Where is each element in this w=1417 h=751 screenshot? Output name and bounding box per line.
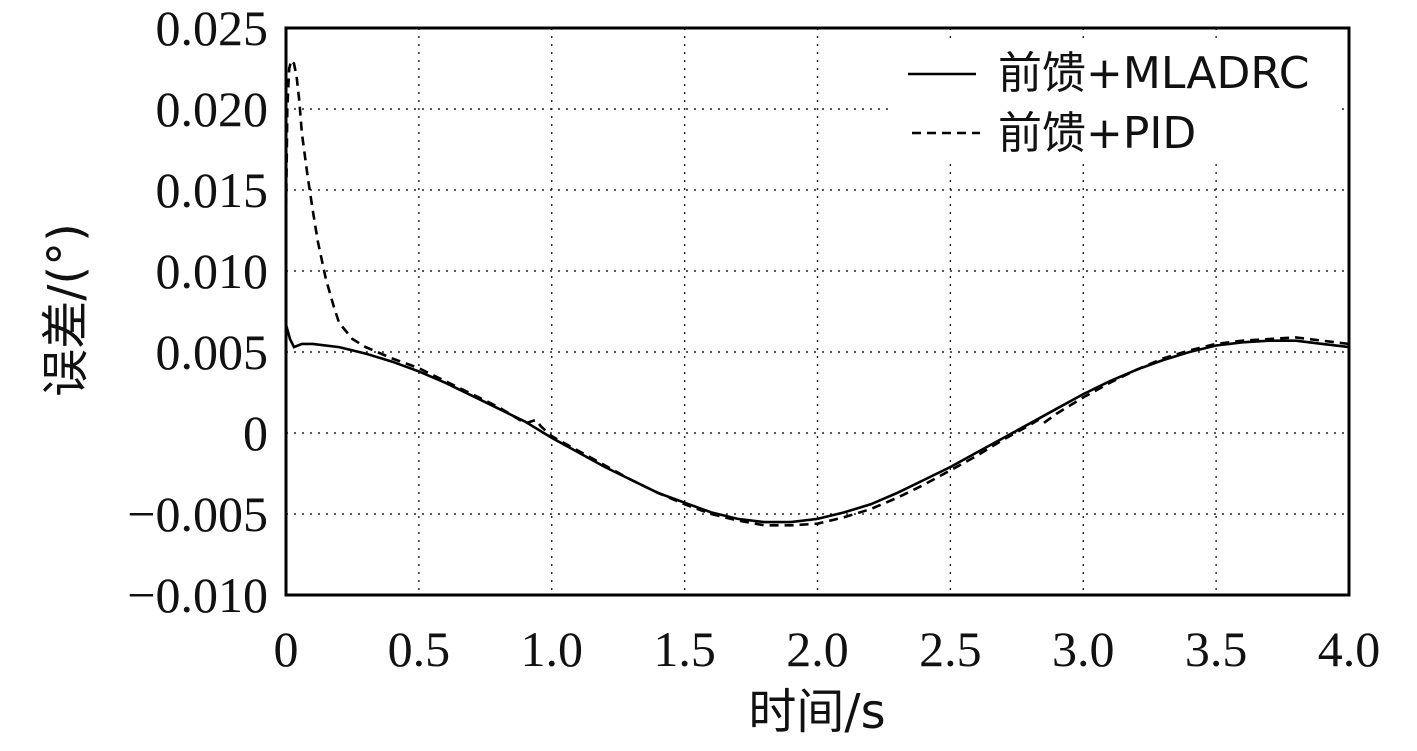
y-tick-label: −0.005 [127, 486, 268, 542]
x-tick-label: 4.0 [1318, 621, 1381, 677]
x-tick-label: 3.0 [1052, 621, 1115, 677]
y-tick-label: 0.015 [156, 162, 269, 218]
x-tick-label: 0.5 [388, 621, 451, 677]
y-tick-label: 0.025 [156, 0, 269, 56]
legend-label-mladrc: 前馈+MLADRC [998, 48, 1309, 99]
x-tick-label: 0 [274, 621, 299, 677]
plot-frame [284, 26, 1351, 597]
y-tick-label: −0.010 [127, 567, 268, 623]
y-tick-label: 0.020 [156, 81, 269, 137]
plot-series [284, 57, 1350, 527]
legend-label-pid: 前馈+PID [998, 108, 1196, 159]
y-tick-labels: −0.010 −0.005 0 0.005 0.010 0.015 0.020 0.025 [127, 0, 268, 623]
y-axis-label: 误差/(°) [38, 223, 94, 397]
legend: 前馈+MLADRC 前馈+PID [890, 42, 1342, 160]
x-tick-labels: 0 0.5 1.0 1.5 2.0 2.5 3.0 3.5 4.0 [274, 621, 1381, 677]
y-tick-label: 0.010 [156, 243, 269, 299]
x-tick-label: 1.5 [653, 621, 716, 677]
x-tick-label: 2.0 [786, 621, 849, 677]
x-axis-label: 时间/s [748, 684, 885, 740]
legend-background [890, 42, 1342, 160]
x-tick-label: 1.0 [521, 621, 584, 677]
x-tick-label: 2.5 [919, 621, 982, 677]
x-tick-label: 3.5 [1185, 621, 1248, 677]
grid [286, 28, 1349, 595]
y-tick-label: 0.005 [156, 324, 269, 380]
series-line-pid [284, 57, 1350, 527]
y-tick-label: 0 [243, 405, 268, 461]
